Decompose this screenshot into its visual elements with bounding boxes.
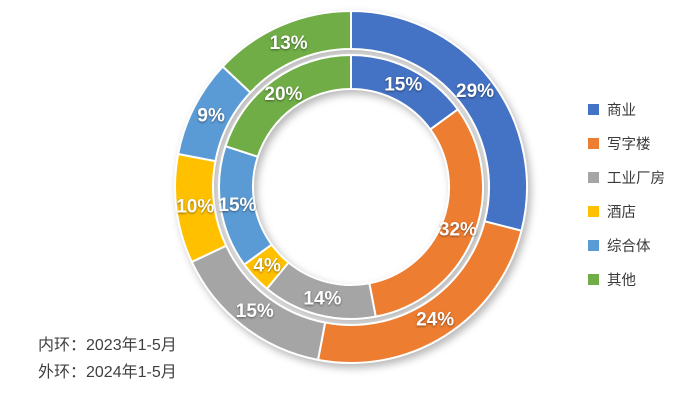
legend-label: 写字楼: [607, 136, 651, 153]
legend-label: 酒店: [607, 204, 636, 221]
legend-label: 其他: [607, 272, 636, 289]
outer-ring-label-3: 10%: [176, 197, 214, 218]
legend-label: 综合体: [607, 238, 651, 255]
legend-label: 工业厂房: [607, 170, 665, 187]
legend-item-5: 其他: [588, 269, 665, 289]
outer-ring-note: 外环：2024年1-5月: [38, 364, 177, 381]
inner-ring-label-5: 20%: [264, 84, 302, 105]
legend-item-4: 综合体: [588, 235, 665, 255]
inner-ring-label-4: 15%: [218, 195, 256, 216]
inner-ring-slice-5: [224, 54, 352, 158]
outer-ring-label-4: 9%: [197, 106, 225, 127]
legend-label: 商业: [607, 102, 636, 119]
legend-swatch-icon: [588, 239, 599, 251]
inner-ring-note: 内环：2023年1-5月: [38, 337, 177, 354]
outer-ring-label-1: 24%: [416, 310, 454, 331]
outer-ring-label-2: 15%: [236, 301, 274, 322]
legend-swatch-icon: [588, 273, 599, 285]
legend-swatch-icon: [588, 137, 599, 149]
chart-legend: 商业写字楼工业厂房酒店综合体其他: [588, 99, 665, 289]
inner-ring-label-2: 14%: [303, 288, 341, 309]
outer-ring-slice-5: [221, 10, 352, 94]
legend-item-1: 写字楼: [588, 133, 665, 153]
inner-ring-label-0: 15%: [384, 75, 422, 96]
ring-notes: 内环：2023年1-5月 外环：2024年1-5月: [38, 332, 177, 386]
legend-swatch-icon: [588, 171, 599, 183]
inner-ring-label-3: 4%: [253, 256, 281, 277]
legend-swatch-icon: [588, 103, 599, 115]
legend-item-3: 酒店: [588, 201, 665, 221]
legend-swatch-icon: [588, 205, 599, 217]
legend-item-0: 商业: [588, 99, 665, 119]
outer-ring-label-0: 29%: [456, 81, 494, 102]
inner-ring-label-1: 32%: [439, 219, 477, 240]
legend-item-2: 工业厂房: [588, 167, 665, 187]
outer-ring-label-5: 13%: [270, 33, 308, 54]
